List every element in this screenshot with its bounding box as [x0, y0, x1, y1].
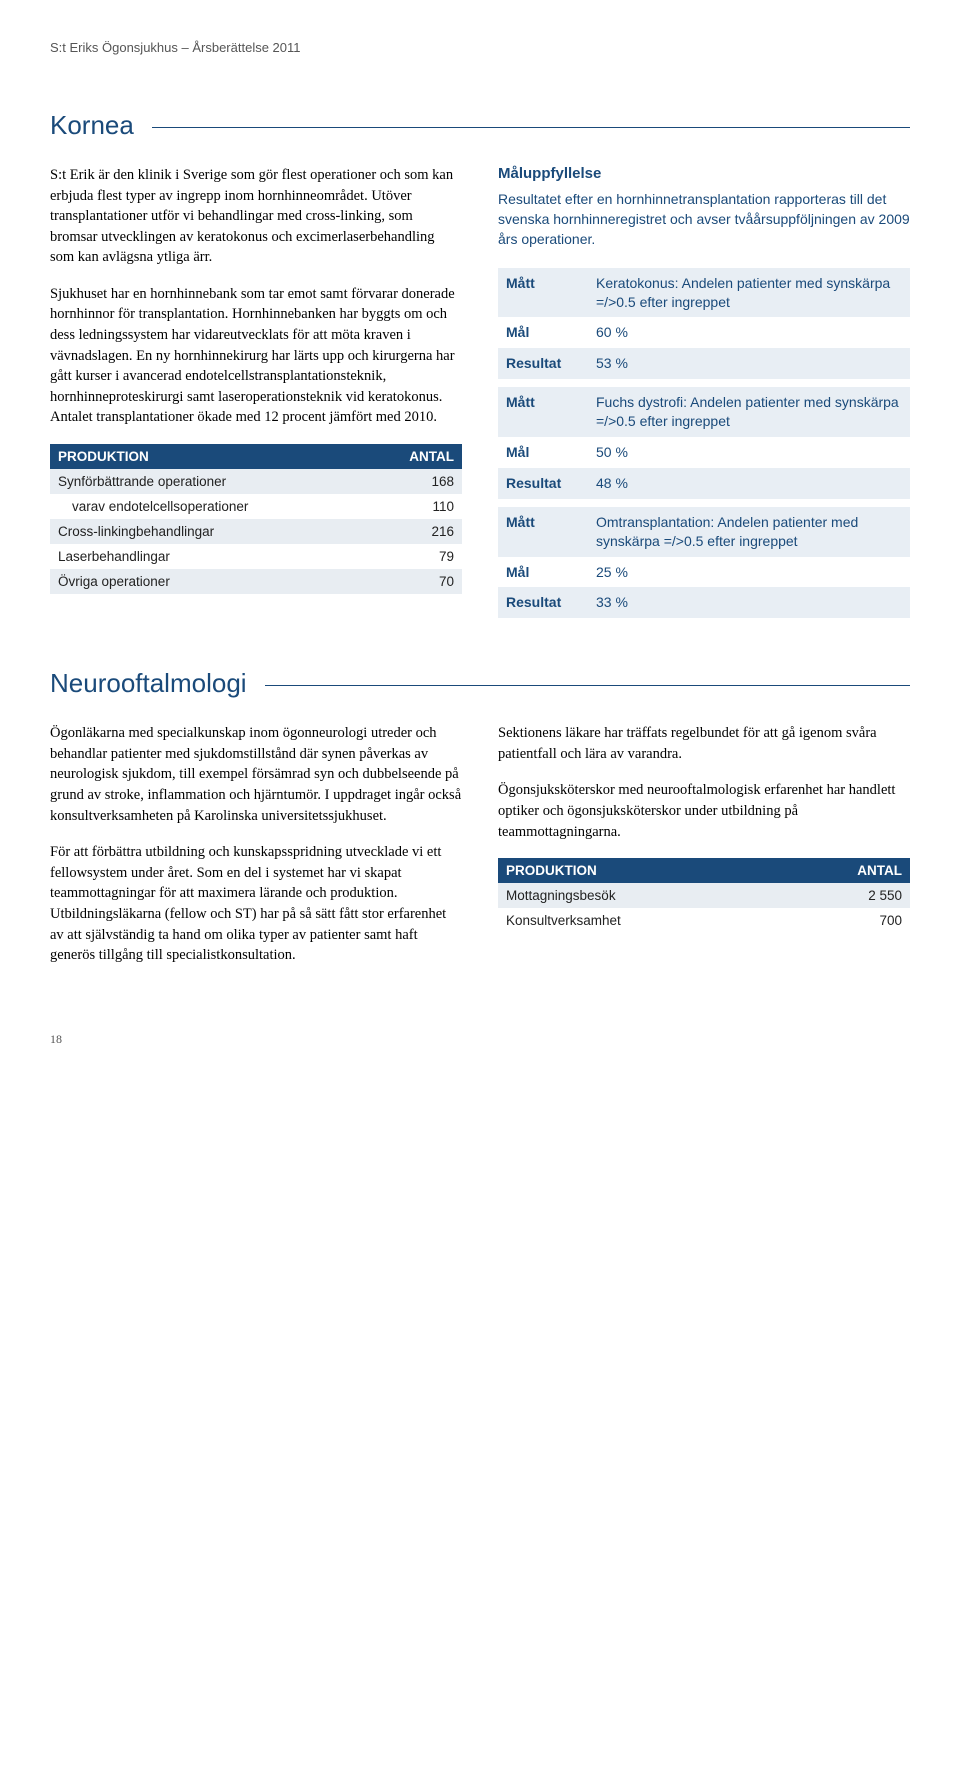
- cell-label: Laserbehandlingar: [50, 544, 368, 569]
- metric-label: Mått: [506, 513, 596, 551]
- metrics-block: Mått Keratokonus: Andelen patienter med …: [498, 268, 910, 619]
- cell-label: Cross-linkingbehandlingar: [50, 519, 368, 544]
- cell-label: Mottagningsbesök: [498, 883, 779, 908]
- metric-label: Resultat: [506, 593, 596, 612]
- kornea-para1: S:t Erik är den klinik i Sverige som gör…: [50, 165, 462, 268]
- metric-label: Mått: [506, 393, 596, 431]
- metric-value: Keratokonus: Andelen patienter med synsk…: [596, 274, 902, 312]
- metric-row: Mått Keratokonus: Andelen patienter med …: [498, 268, 910, 318]
- table-row: Mottagningsbesök 2 550: [498, 883, 910, 908]
- metric-label: Mål: [506, 563, 596, 582]
- table-row: Konsultverksamhet 700: [498, 908, 910, 933]
- neuro-left-column: Ögonläkarna med specialkunskap inom ögon…: [50, 723, 462, 981]
- cell-label: Konsultverksamhet: [498, 908, 779, 933]
- metric-row: Mått Fuchs dystrofi: Andelen patienter m…: [498, 387, 910, 437]
- metric-value: 53 %: [596, 354, 902, 373]
- kornea-para2: Sjukhuset har en hornhinnebank som tar e…: [50, 284, 462, 428]
- maluppfyllelse-heading: Måluppfyllelse: [498, 165, 910, 182]
- metric-label: Resultat: [506, 354, 596, 373]
- metric-row: Mål 25 %: [498, 557, 910, 588]
- metric-label: Mål: [506, 323, 596, 342]
- metric-divider: [498, 499, 910, 507]
- metric-value: 50 %: [596, 443, 902, 462]
- cell-value: 79: [368, 544, 462, 569]
- metric-label: Mål: [506, 443, 596, 462]
- cell-value: 70: [368, 569, 462, 594]
- neuro-title: Neurooftalmologi: [50, 668, 247, 699]
- maluppfyllelse-intro: Resultatet efter en hornhinnetransplanta…: [498, 190, 910, 250]
- metric-row: Mål 60 %: [498, 317, 910, 348]
- table-header-produktion: PRODUKTION: [50, 444, 368, 469]
- kornea-section: Kornea S:t Erik är den klinik i Sverige …: [50, 110, 910, 618]
- kornea-right-column: Måluppfyllelse Resultatet efter en hornh…: [498, 165, 910, 618]
- table-header-antal: ANTAL: [779, 858, 910, 883]
- neuro-para3: Sektionens läkare har träffats regelbund…: [498, 723, 910, 764]
- metric-value: 60 %: [596, 323, 902, 342]
- metric-value: Omtransplantation: Andelen patienter med…: [596, 513, 902, 551]
- metric-row: Resultat 53 %: [498, 348, 910, 379]
- metric-value: 25 %: [596, 563, 902, 582]
- metric-value: 33 %: [596, 593, 902, 612]
- neuro-para4: Ögonsjuksköterskor med neurooftalmologis…: [498, 780, 910, 842]
- table-row: Cross-linkingbehandlingar 216: [50, 519, 462, 544]
- page-number: 18: [50, 1032, 910, 1047]
- kornea-production-table: PRODUKTION ANTAL Synförbättrande operati…: [50, 444, 462, 594]
- metric-divider: [498, 379, 910, 387]
- metric-label: Mått: [506, 274, 596, 312]
- table-header-produktion: PRODUKTION: [498, 858, 779, 883]
- cell-value: 110: [368, 494, 462, 519]
- table-row: Övriga operationer 70: [50, 569, 462, 594]
- metric-row: Mål 50 %: [498, 437, 910, 468]
- title-divider: [152, 127, 910, 128]
- table-row: Synförbättrande operationer 168: [50, 469, 462, 494]
- metric-value: Fuchs dystrofi: Andelen patienter med sy…: [596, 393, 902, 431]
- title-divider: [265, 685, 910, 686]
- cell-label: varav endotelcellsoperationer: [50, 494, 368, 519]
- neuro-section: Neurooftalmologi Ögonläkarna med special…: [50, 668, 910, 981]
- neuro-para1: Ögonläkarna med specialkunskap inom ögon…: [50, 723, 462, 826]
- neuro-production-table: PRODUKTION ANTAL Mottagningsbesök 2 550 …: [498, 858, 910, 933]
- page-header: S:t Eriks Ögonsjukhus – Årsberättelse 20…: [50, 40, 910, 55]
- neuro-para2: För att förbättra utbildning och kunskap…: [50, 842, 462, 965]
- table-header-antal: ANTAL: [368, 444, 462, 469]
- table-row: varav endotelcellsoperationer 110: [50, 494, 462, 519]
- cell-value: 216: [368, 519, 462, 544]
- kornea-left-column: S:t Erik är den klinik i Sverige som gör…: [50, 165, 462, 618]
- metric-label: Resultat: [506, 474, 596, 493]
- metric-row: Resultat 33 %: [498, 587, 910, 618]
- cell-value: 168: [368, 469, 462, 494]
- metric-value: 48 %: [596, 474, 902, 493]
- metric-row: Mått Omtransplantation: Andelen patiente…: [498, 507, 910, 557]
- cell-label: Övriga operationer: [50, 569, 368, 594]
- cell-value: 2 550: [779, 883, 910, 908]
- neuro-right-column: Sektionens läkare har träffats regelbund…: [498, 723, 910, 981]
- cell-label: Synförbättrande operationer: [50, 469, 368, 494]
- table-row: Laserbehandlingar 79: [50, 544, 462, 569]
- metric-row: Resultat 48 %: [498, 468, 910, 499]
- kornea-title: Kornea: [50, 110, 134, 141]
- cell-value: 700: [779, 908, 910, 933]
